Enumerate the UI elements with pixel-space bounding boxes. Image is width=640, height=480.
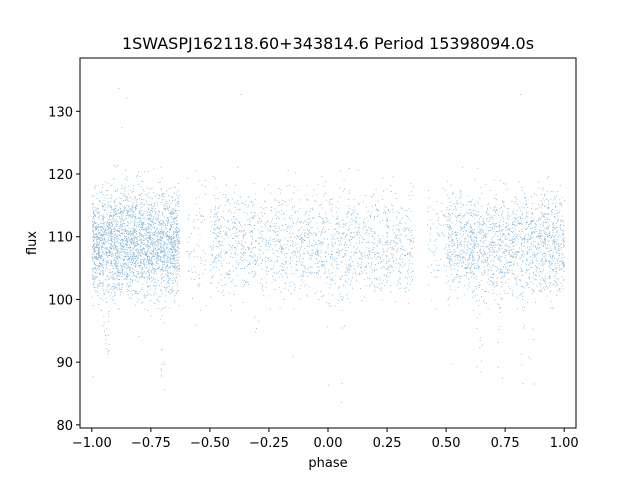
y-tick-label: 130 (48, 105, 73, 120)
x-tick-label: 1.00 (550, 436, 579, 451)
x-tick-label: −0.75 (131, 436, 171, 451)
x-tick-label: −0.50 (190, 436, 230, 451)
x-tick-label: 0.75 (491, 436, 520, 451)
chart-title: 1SWASPJ162118.60+343814.6 Period 1539809… (122, 34, 534, 53)
x-tick-label: 0.25 (373, 436, 402, 451)
x-tick-label: 0.00 (314, 436, 343, 451)
y-tick-label: 90 (56, 356, 73, 371)
x-tick-label: −0.25 (249, 436, 289, 451)
y-axis-label: flux (25, 231, 40, 255)
x-tick-label: 0.50 (432, 436, 461, 451)
y-tick-label: 80 (56, 419, 73, 434)
y-tick-label: 120 (48, 168, 73, 183)
data-points (91, 88, 565, 404)
x-axis: −1.00 −0.75 −0.50 −0.25 0.00 0.25 0.50 0.75 1.00 (72, 428, 579, 451)
y-axis: 80 90 100 110 120 130 (48, 105, 80, 434)
y-tick-label: 100 (48, 293, 73, 308)
y-tick-label: 110 (48, 231, 73, 246)
scatter-points (91, 88, 565, 404)
x-axis-label: phase (308, 456, 347, 471)
x-tick-label: −1.00 (72, 436, 112, 451)
